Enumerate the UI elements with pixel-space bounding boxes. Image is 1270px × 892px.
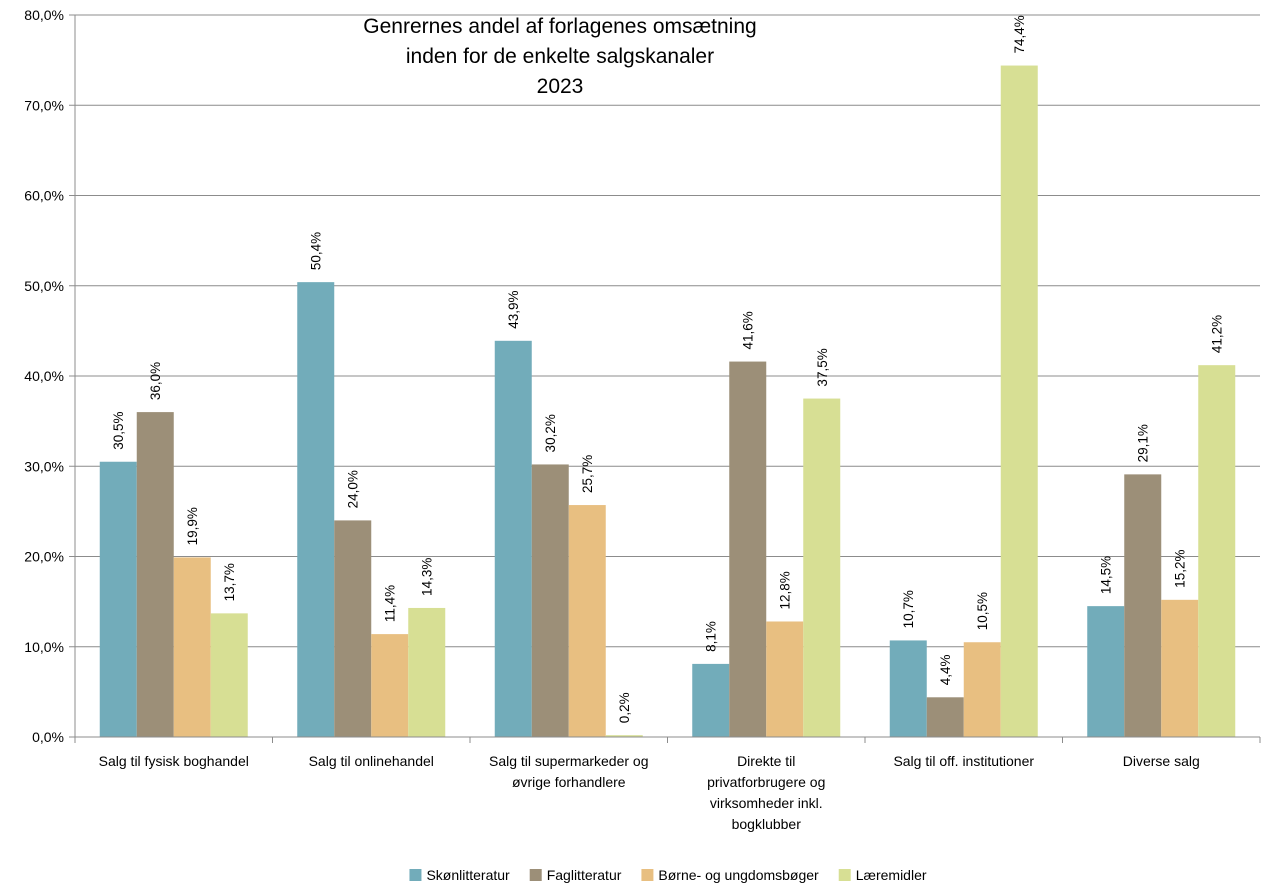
x-category-label: Salg til supermarkeder og [489, 753, 649, 769]
bar-value-label: 4,4% [938, 655, 953, 686]
legend-label: Børne- og ungdomsbøger [658, 867, 819, 883]
bar-value-label: 29,1% [1136, 424, 1151, 462]
data-labels: 30,5% 50,4% 43,9% 8,1% 10,7% 14,5% 36,0% 24,0% 3… [111, 15, 1225, 723]
bar-value-label: 30,5% [111, 411, 126, 449]
bar-value-label: 25,7% [580, 455, 595, 493]
bar-børne-og-ungdomsbøger [963, 642, 1001, 737]
bar-læremidler [605, 735, 643, 737]
y-tick-label: 0,0% [32, 729, 64, 745]
legend-swatch [409, 869, 422, 881]
chart-title: Genrernes andel af forlagenes omsætning i… [363, 15, 756, 98]
x-category-label: Direkte til [737, 753, 795, 769]
chart-title-line: Genrernes andel af forlagenes omsætning [363, 15, 756, 38]
legend-label: Skønlitteratur [426, 867, 510, 883]
bar-value-label: 50,4% [309, 232, 324, 270]
bar-faglitteratur [531, 464, 569, 737]
bar-faglitteratur [1124, 474, 1162, 737]
y-tick-label: 60,0% [24, 188, 64, 204]
legend-label: Faglitteratur [547, 867, 622, 883]
bar-faglitteratur [729, 361, 767, 737]
bar-skønlitteratur [692, 663, 730, 737]
bar-læremidler [408, 607, 446, 737]
legend-swatch [641, 869, 654, 881]
bar-value-label: 37,5% [815, 348, 830, 386]
x-category-label: virksomheder inkl. [710, 795, 823, 811]
bar-value-label: 10,7% [901, 590, 916, 628]
bar-skønlitteratur [99, 461, 137, 737]
x-category-label: bogklubber [732, 816, 802, 832]
bar-value-label: 30,2% [543, 414, 558, 452]
bar-value-label: 19,9% [185, 507, 200, 545]
y-tick-label: 30,0% [24, 458, 64, 474]
x-category-label: Diverse salg [1123, 753, 1200, 769]
bar-value-label: 12,8% [778, 571, 793, 609]
bar-børne-og-ungdomsbøger [371, 634, 409, 737]
bar-børne-og-ungdomsbøger [766, 621, 804, 737]
bar-value-label: 36,0% [148, 362, 163, 400]
bar-value-label: 43,9% [506, 291, 521, 329]
bar-value-label: 8,1% [704, 621, 719, 652]
bar-skønlitteratur [297, 282, 335, 737]
bar-børne-og-ungdomsbøger [568, 505, 606, 737]
bar-value-label: 15,2% [1173, 550, 1188, 588]
bar-faglitteratur [334, 520, 372, 737]
bar-faglitteratur [136, 412, 174, 737]
x-category-label: Salg til onlinehandel [309, 753, 434, 769]
bar-value-label: 74,4% [1012, 15, 1027, 53]
bar-læremidler [1198, 365, 1236, 737]
bar-børne-og-ungdomsbøger [1161, 599, 1199, 737]
bar-value-label: 10,5% [975, 592, 990, 630]
bar-value-label: 13,7% [222, 563, 237, 601]
bar-value-label: 14,3% [420, 558, 435, 596]
x-category-label: Salg til fysisk boghandel [99, 753, 249, 769]
y-tick-label: 10,0% [24, 639, 64, 655]
bar-læremidler [803, 398, 841, 737]
bar-læremidler [1000, 65, 1038, 738]
bar-value-label: 41,6% [741, 311, 756, 349]
bar-børne-og-ungdomsbøger [173, 557, 211, 737]
bar-value-label: 14,5% [1099, 556, 1114, 594]
legend-swatch [529, 869, 542, 881]
x-category-label: øvrige forhandlere [512, 774, 626, 790]
bar-skønlitteratur [494, 340, 532, 737]
legend-swatch [838, 869, 851, 881]
bars [99, 65, 1236, 738]
bar-value-label: 11,4% [383, 585, 398, 622]
bar-skønlitteratur [1087, 606, 1125, 737]
axes: 0,0% 10,0% 20,0% 30,0% 40,0% 50,0% 60,0% 70,0% 8… [24, 7, 1261, 832]
y-tick-label: 50,0% [24, 278, 64, 294]
x-category-label: privatforbrugere og [707, 774, 825, 790]
chart-title-line: inden for de enkelte salgskanaler [406, 45, 714, 68]
chart-title-line: 2023 [537, 75, 584, 98]
bar-læremidler [210, 613, 248, 737]
bar-value-label: 41,2% [1210, 315, 1225, 353]
bar-faglitteratur [926, 697, 964, 737]
bar-value-label: 0,2% [617, 692, 632, 723]
y-tick-label: 80,0% [24, 7, 64, 23]
bar-value-label: 24,0% [346, 470, 361, 508]
y-tick-label: 40,0% [24, 368, 64, 384]
y-tick-label: 70,0% [24, 97, 64, 113]
legend: Skønlitteratur Faglitteratur Børne- og ung… [409, 867, 927, 883]
x-category-label: Salg til off. institutioner [893, 753, 1034, 769]
y-tick-label: 20,0% [24, 549, 64, 565]
gridlines [75, 14, 1260, 648]
legend-label: Læremidler [856, 867, 927, 883]
bar-skønlitteratur [889, 640, 927, 737]
